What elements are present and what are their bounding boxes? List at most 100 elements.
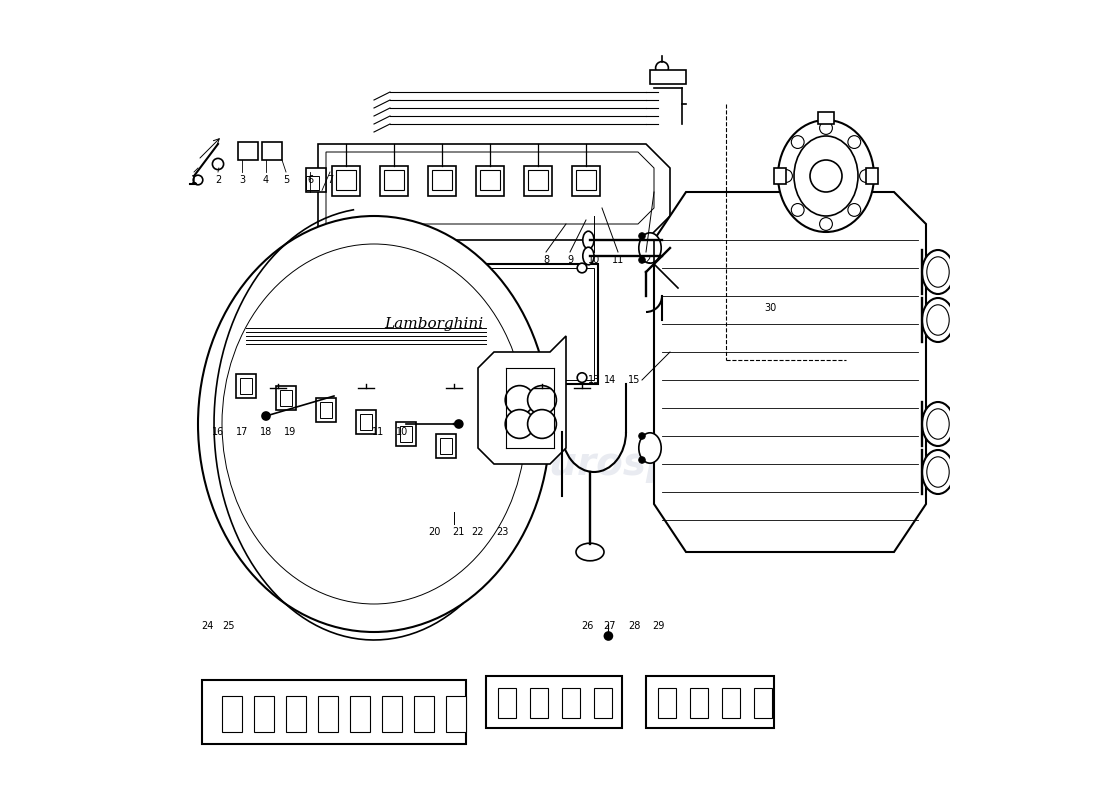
- Circle shape: [848, 203, 860, 216]
- Circle shape: [656, 62, 669, 74]
- Bar: [384, 170, 404, 190]
- Text: 25: 25: [222, 621, 234, 630]
- Bar: [446, 696, 466, 732]
- Ellipse shape: [662, 283, 686, 298]
- Circle shape: [639, 257, 646, 263]
- Text: 12: 12: [640, 255, 652, 265]
- Circle shape: [270, 373, 278, 382]
- Text: 10: 10: [587, 255, 601, 265]
- Circle shape: [578, 263, 586, 273]
- Bar: [306, 168, 326, 192]
- Text: 5: 5: [283, 175, 289, 185]
- Circle shape: [262, 412, 270, 420]
- Ellipse shape: [778, 120, 874, 232]
- Circle shape: [212, 158, 223, 170]
- Text: 30: 30: [763, 303, 777, 313]
- Circle shape: [528, 386, 557, 414]
- Bar: [774, 168, 786, 184]
- Bar: [481, 170, 499, 190]
- Ellipse shape: [927, 457, 949, 487]
- Bar: [238, 142, 258, 160]
- Circle shape: [639, 457, 646, 463]
- Bar: [350, 696, 370, 732]
- Text: 14: 14: [604, 375, 616, 385]
- Bar: [498, 688, 516, 718]
- Text: 11: 11: [372, 427, 384, 437]
- Text: 8: 8: [543, 255, 549, 265]
- Ellipse shape: [922, 450, 954, 494]
- Ellipse shape: [794, 136, 858, 216]
- Ellipse shape: [922, 250, 954, 294]
- Bar: [396, 422, 416, 446]
- Circle shape: [859, 170, 872, 182]
- Ellipse shape: [922, 298, 954, 342]
- Bar: [202, 680, 466, 744]
- Text: 23: 23: [496, 527, 508, 537]
- Ellipse shape: [222, 244, 526, 604]
- Bar: [356, 410, 375, 434]
- Text: 6: 6: [307, 175, 314, 185]
- Bar: [530, 688, 548, 718]
- Circle shape: [820, 122, 833, 134]
- Text: 4: 4: [263, 175, 270, 185]
- Text: 18: 18: [260, 427, 272, 437]
- Bar: [524, 166, 552, 196]
- Text: 17: 17: [235, 427, 249, 437]
- Text: 11: 11: [612, 255, 624, 265]
- Text: 26: 26: [582, 621, 594, 630]
- Text: 3: 3: [239, 175, 245, 185]
- Polygon shape: [654, 192, 926, 552]
- Bar: [722, 688, 739, 718]
- Bar: [432, 170, 452, 190]
- Circle shape: [604, 632, 613, 640]
- Text: 29: 29: [652, 621, 664, 630]
- Polygon shape: [326, 152, 654, 224]
- Bar: [428, 166, 456, 196]
- Circle shape: [270, 263, 278, 273]
- Text: eurospares: eurospares: [227, 285, 473, 323]
- Circle shape: [426, 373, 434, 382]
- Text: 19: 19: [284, 427, 296, 437]
- Bar: [262, 142, 282, 160]
- Ellipse shape: [583, 231, 594, 249]
- Text: 24: 24: [201, 621, 213, 630]
- Ellipse shape: [583, 247, 594, 265]
- Text: 1: 1: [191, 175, 197, 185]
- Bar: [399, 426, 412, 442]
- Text: 2: 2: [214, 175, 221, 185]
- Polygon shape: [478, 336, 566, 464]
- Circle shape: [578, 373, 586, 382]
- Bar: [690, 688, 707, 718]
- Ellipse shape: [927, 409, 949, 439]
- Ellipse shape: [639, 233, 661, 263]
- Bar: [379, 166, 408, 196]
- Bar: [754, 688, 771, 718]
- Bar: [658, 688, 675, 718]
- Ellipse shape: [927, 257, 949, 287]
- Text: 16: 16: [212, 427, 224, 437]
- Bar: [266, 268, 594, 380]
- Bar: [382, 696, 402, 732]
- Bar: [562, 688, 580, 718]
- Ellipse shape: [198, 216, 550, 632]
- Circle shape: [820, 218, 833, 230]
- Text: 7: 7: [327, 175, 333, 185]
- Bar: [318, 696, 338, 732]
- Text: 22: 22: [472, 527, 484, 537]
- Bar: [337, 170, 355, 190]
- Text: eurospares: eurospares: [524, 445, 769, 483]
- Circle shape: [505, 410, 534, 438]
- Bar: [576, 170, 595, 190]
- Bar: [414, 696, 435, 732]
- Text: 10: 10: [396, 427, 408, 437]
- Circle shape: [639, 433, 646, 439]
- Bar: [646, 676, 774, 728]
- Bar: [286, 696, 306, 732]
- Bar: [475, 166, 505, 196]
- Circle shape: [454, 420, 463, 428]
- Bar: [818, 112, 834, 124]
- Bar: [317, 398, 336, 422]
- Text: 13: 13: [587, 375, 601, 385]
- Bar: [572, 166, 601, 196]
- Bar: [528, 170, 548, 190]
